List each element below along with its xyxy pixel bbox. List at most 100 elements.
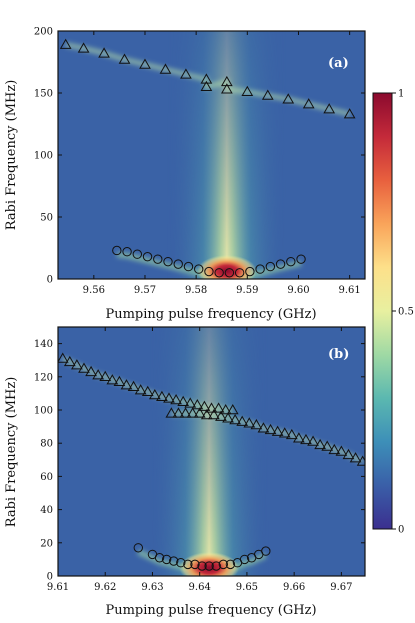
circle-marker: [296, 254, 306, 264]
triangle-marker: [141, 385, 154, 396]
triangle-marker: [220, 75, 233, 87]
colorbar-tick-label: 1: [398, 89, 404, 100]
triangle-marker: [219, 403, 232, 415]
triangle-marker: [278, 427, 291, 438]
triangle-marker: [78, 362, 90, 373]
triangle-marker: [205, 402, 218, 413]
triangle-marker: [261, 89, 274, 100]
circle-marker: [255, 264, 265, 274]
panel-b-branch-glow: [61, 356, 233, 413]
panel-a-xlabel: Pumping pulse frequency (GHz): [105, 307, 316, 322]
panel-a-glow-column: [166, 31, 287, 279]
y-tick-label: 60: [40, 472, 53, 483]
triangle-marker: [198, 400, 211, 411]
circle-marker: [154, 553, 165, 563]
circle-marker: [190, 559, 200, 570]
x-tick-label: 9.56: [83, 285, 105, 296]
triangle-marker: [241, 85, 254, 97]
y-tick-label: 0: [47, 275, 53, 286]
y-tick-label: 200: [34, 27, 53, 38]
circle-marker: [153, 254, 163, 264]
triangle-marker: [257, 422, 270, 433]
triangle-marker: [193, 407, 206, 418]
triangle-marker: [282, 93, 295, 104]
triangle-marker: [222, 412, 234, 423]
triangle-marker: [215, 410, 227, 421]
triangle-marker: [271, 425, 284, 436]
triangle-marker: [200, 408, 213, 420]
circle-marker: [245, 266, 255, 277]
triangle-marker: [180, 68, 192, 79]
y-tick-label: 50: [40, 213, 53, 224]
panel-a: 9.56 9.57 9.58 9.59 9.60 9.61 0 50 100 150 200 (a)…: [4, 27, 366, 322]
triangle-marker: [335, 445, 348, 456]
circle-marker: [194, 264, 204, 274]
triangle-marker: [200, 73, 213, 84]
triangle-marker: [356, 455, 365, 466]
triangle-marker: [250, 418, 263, 430]
x-tick-label: 9.59: [236, 285, 258, 296]
triangle-marker: [343, 108, 356, 119]
circle-marker: [286, 256, 296, 267]
x-tick-label: 9.58: [185, 285, 207, 296]
x-tick-label: 9.64: [189, 582, 211, 593]
panel-b-ylabel: Rabi Frequency (MHz): [4, 377, 19, 528]
triangle-marker: [92, 369, 105, 380]
circle-marker: [197, 561, 207, 571]
x-tick-label: 9.61: [47, 582, 69, 593]
triangle-marker: [120, 379, 133, 390]
circle-marker: [204, 266, 214, 277]
triangle-marker: [236, 415, 249, 426]
triangle-marker: [328, 443, 341, 455]
panel-a-label: (a): [328, 56, 349, 71]
circle-marker: [163, 256, 173, 267]
circle-marker: [169, 556, 179, 566]
x-tick-label: 9.65: [236, 582, 258, 593]
triangle-marker: [323, 103, 336, 114]
triangle-marker: [179, 407, 192, 418]
triangle-marker: [148, 389, 161, 400]
triangle-marker: [220, 83, 233, 94]
x-tick-label: 9.62: [94, 582, 116, 593]
triangle-marker: [285, 428, 298, 440]
triangle-marker: [349, 452, 362, 463]
triangle-marker: [163, 392, 175, 403]
circle-marker: [225, 559, 236, 570]
triangle-marker: [200, 80, 213, 92]
x-tick-label: 9.67: [330, 582, 352, 593]
triangle-marker: [165, 407, 178, 418]
triangle-marker: [156, 390, 168, 401]
circle-marker: [218, 559, 229, 570]
triangle-marker: [139, 58, 151, 69]
triangle-marker: [302, 98, 315, 109]
triangle-marker: [106, 374, 119, 385]
triangle-marker: [229, 413, 241, 425]
triangle-marker: [293, 432, 305, 443]
panel-a-hotspot: [196, 255, 257, 279]
panel-b: 9.61 9.62 9.63 9.64 9.65 9.66 9.67 0 20 40 60 80 100…: [4, 326, 366, 618]
triangle-marker: [170, 394, 182, 405]
circle-marker: [204, 561, 214, 571]
circle-marker: [142, 251, 153, 262]
circle-marker: [133, 543, 143, 553]
circle-marker: [173, 259, 183, 269]
x-tick-label: 9.63: [141, 582, 163, 593]
circle-marker: [265, 261, 276, 272]
circle-marker: [183, 559, 193, 570]
triangle-marker: [321, 440, 334, 451]
colorbar-tick-label: 0: [398, 525, 404, 536]
circle-marker: [112, 245, 122, 256]
triangle-marker: [63, 355, 76, 367]
triangle-marker: [172, 407, 185, 418]
colorbar: 00.51: [372, 89, 414, 536]
y-tick-label: 20: [40, 538, 53, 549]
triangle-marker: [71, 359, 83, 370]
triangle-marker: [314, 438, 326, 450]
circle-marker: [183, 261, 194, 272]
y-tick-label: 140: [34, 339, 53, 350]
circle-marker: [161, 554, 172, 565]
triangle-marker: [207, 408, 220, 420]
triangle-marker: [243, 417, 256, 428]
panel-b-frame: [57, 326, 366, 577]
circle-marker: [214, 268, 224, 278]
